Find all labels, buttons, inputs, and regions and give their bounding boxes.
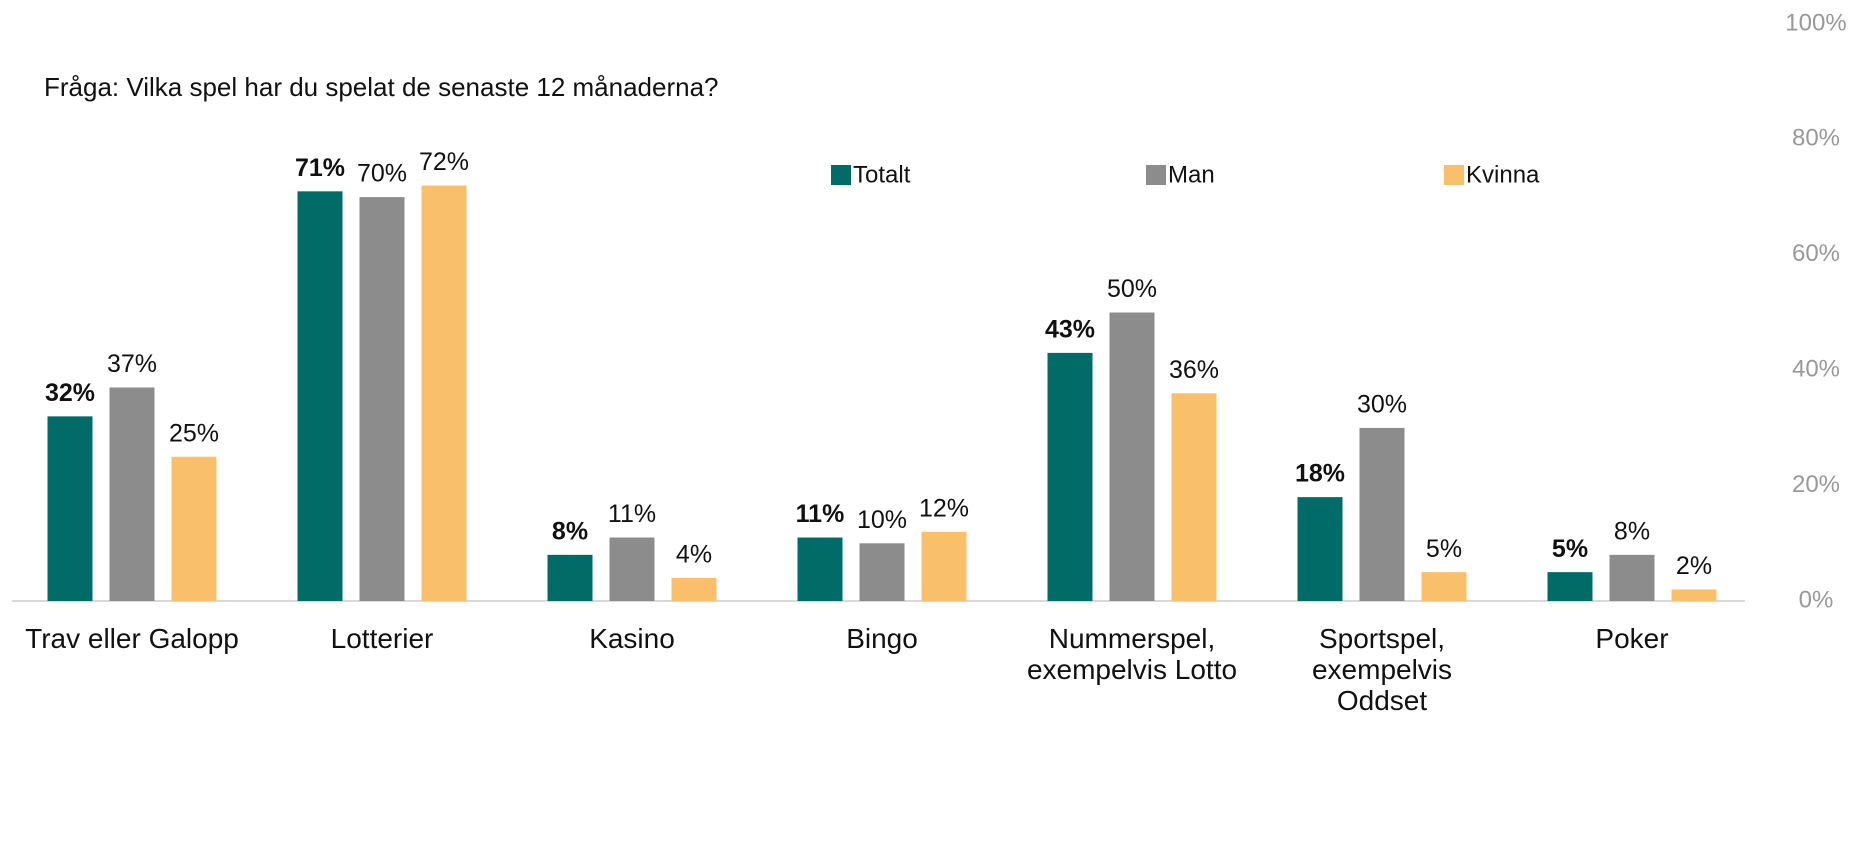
bar [172, 457, 217, 601]
bar [1548, 572, 1593, 601]
y-tick-label: 80% [1792, 125, 1840, 152]
value-label: 36% [1169, 356, 1219, 384]
legend-swatch [1146, 165, 1166, 185]
bar [48, 416, 93, 601]
x-tick-label: Kasino [502, 623, 762, 654]
bar [1610, 555, 1655, 601]
value-label: 2% [1676, 552, 1712, 580]
value-label: 11% [796, 500, 845, 528]
x-tick-label: Trav eller Galopp [2, 623, 262, 654]
value-label: 11% [608, 500, 656, 528]
x-tick-label: Bingo [752, 623, 1012, 654]
bar [1048, 353, 1093, 601]
bar [1422, 572, 1467, 601]
value-label: 5% [1426, 535, 1462, 563]
value-label: 50% [1107, 275, 1157, 303]
y-tick-label: 0% [1799, 586, 1834, 613]
value-label: 4% [676, 541, 712, 569]
x-tick-label: Nummerspel, exempelvis Lotto [1002, 623, 1262, 685]
bar [1298, 497, 1343, 601]
legend-label: Totalt [853, 161, 911, 188]
value-label: 30% [1357, 391, 1407, 419]
value-label: 37% [107, 350, 157, 378]
bar [672, 578, 717, 601]
bar [422, 186, 467, 601]
y-tick-label: 60% [1792, 240, 1840, 267]
value-label: 32% [45, 379, 95, 407]
x-tick-label: Poker [1502, 623, 1762, 654]
value-label: 71% [295, 154, 345, 182]
legend-label: Man [1168, 161, 1215, 188]
value-label: 72% [419, 148, 469, 176]
bar [548, 555, 593, 601]
value-label: 12% [919, 494, 969, 522]
value-label: 10% [857, 506, 907, 534]
y-tick-label: 40% [1792, 356, 1840, 383]
value-label: 18% [1295, 460, 1345, 488]
value-label: 8% [552, 517, 588, 545]
bar [360, 197, 405, 601]
value-label: 5% [1552, 535, 1588, 563]
value-label: 43% [1045, 315, 1095, 343]
y-tick-label: 20% [1792, 471, 1840, 498]
chart-title: Fråga: Vilka spel har du spelat de senas… [44, 72, 719, 102]
bar [298, 191, 343, 601]
bar [1360, 428, 1405, 601]
value-label: 8% [1614, 517, 1650, 545]
bar [860, 543, 905, 601]
page: Fråga: Vilka spel har du spelat de senas… [0, 0, 1849, 847]
bar [610, 538, 655, 601]
bar [798, 538, 843, 601]
legend-swatch [831, 165, 851, 185]
bar [110, 388, 155, 601]
chart: Fråga: Vilka spel har du spelat de senas… [0, 0, 1849, 847]
value-label: 25% [169, 419, 219, 447]
bar [1672, 589, 1717, 601]
value-label: 70% [357, 160, 407, 188]
bar [1172, 393, 1217, 601]
legend-label: Kvinna [1466, 161, 1540, 188]
y-tick-label: 100% [1785, 9, 1846, 36]
x-tick-label: Lotterier [252, 623, 512, 654]
bar [1110, 313, 1155, 602]
x-tick-label: Sportspel, exempelvis Oddset [1252, 623, 1512, 716]
bar [922, 532, 967, 601]
legend-swatch [1444, 165, 1464, 185]
